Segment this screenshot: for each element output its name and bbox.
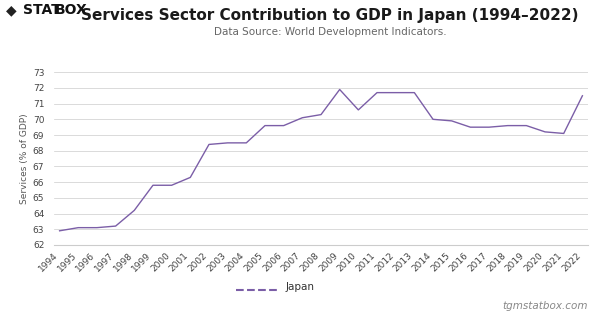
Y-axis label: Services (% of GDP): Services (% of GDP) bbox=[20, 113, 29, 204]
Text: STAT: STAT bbox=[23, 3, 61, 17]
Text: ◆: ◆ bbox=[6, 3, 17, 17]
Text: Japan: Japan bbox=[286, 282, 314, 292]
Text: Services Sector Contribution to GDP in Japan (1994–2022): Services Sector Contribution to GDP in J… bbox=[81, 8, 579, 23]
Text: Data Source: World Development Indicators.: Data Source: World Development Indicator… bbox=[214, 27, 446, 37]
Text: BOX: BOX bbox=[55, 3, 88, 17]
Text: tgmstatbox.com: tgmstatbox.com bbox=[503, 301, 588, 311]
